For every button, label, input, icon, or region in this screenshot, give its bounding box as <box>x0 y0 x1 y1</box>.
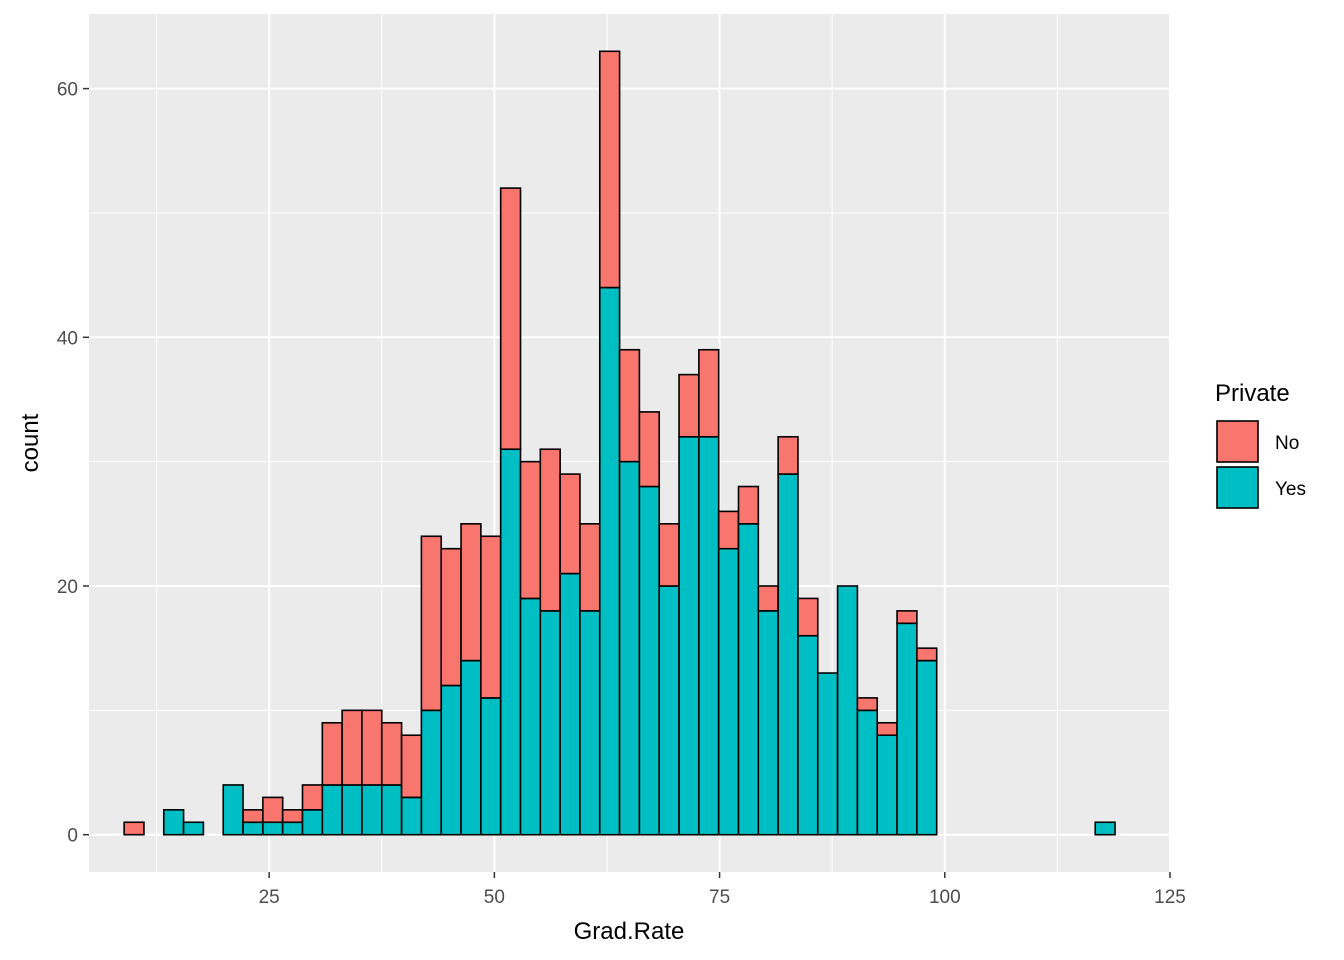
legend-swatch-no <box>1216 420 1259 463</box>
x-tick-label: 100 <box>929 887 961 908</box>
bar-yes <box>519 597 542 836</box>
bar-no <box>559 473 581 575</box>
bar-yes <box>757 610 779 836</box>
bar-yes <box>380 784 403 836</box>
bar-no <box>519 460 542 600</box>
x-tick-label: 125 <box>1154 887 1186 908</box>
bar-yes <box>321 784 343 836</box>
bar-no <box>658 523 680 587</box>
bar-yes <box>816 672 839 836</box>
bar-no <box>440 547 462 687</box>
bar-yes <box>598 286 621 836</box>
x-axis-ticks: 25 50 75 100 125 <box>259 872 1186 908</box>
bar-no <box>737 485 760 525</box>
bar-no <box>579 523 601 612</box>
bar-yes <box>876 734 898 836</box>
y-axis-ticks: 0 20 40 60 <box>57 80 89 847</box>
bar-yes <box>856 709 879 836</box>
bar-no <box>916 647 938 662</box>
bar-no <box>856 697 879 712</box>
legend-label-no: No <box>1275 433 1299 454</box>
bar-yes <box>361 784 383 836</box>
legend-title: Private <box>1215 380 1290 407</box>
bar-yes <box>658 585 680 836</box>
bar-yes <box>480 697 502 836</box>
x-tick-label: 25 <box>259 887 280 908</box>
bar-yes <box>440 684 462 836</box>
bar-yes <box>836 585 859 836</box>
bars <box>123 50 1116 836</box>
bar-no <box>400 734 423 799</box>
bar-yes <box>737 523 760 836</box>
bar-yes <box>281 821 304 836</box>
bar-yes <box>797 634 819 836</box>
bar-yes <box>162 809 185 836</box>
bar-yes <box>182 821 205 836</box>
bar-no <box>321 721 343 786</box>
bar-yes <box>618 460 641 836</box>
bar-yes <box>678 435 700 836</box>
bar-yes <box>579 610 601 836</box>
y-tick-label: 20 <box>57 577 78 598</box>
bar-no <box>797 597 819 637</box>
bar-yes <box>420 709 443 836</box>
bar-no <box>777 435 799 475</box>
x-axis-title: Grad.Rate <box>574 918 685 945</box>
bar-yes <box>916 659 938 836</box>
bar-no <box>123 821 145 836</box>
bar-no <box>460 523 482 662</box>
bar-no <box>598 50 621 289</box>
bar-yes <box>896 622 918 836</box>
bar-no <box>301 784 324 811</box>
bar-yes <box>301 809 324 836</box>
x-tick-label: 75 <box>709 887 730 908</box>
bar-no <box>361 709 383 786</box>
y-tick-label: 40 <box>57 328 78 349</box>
bar-yes <box>262 821 284 836</box>
y-tick-label: 60 <box>57 80 78 101</box>
bar-no <box>242 809 264 824</box>
bar-no <box>757 585 779 612</box>
bar-yes <box>1094 821 1116 836</box>
bar-no <box>698 348 720 438</box>
bar-yes <box>499 448 522 836</box>
bar-yes <box>717 547 740 836</box>
bar-no <box>420 535 443 712</box>
bar-no <box>380 721 403 786</box>
legend-label-yes: Yes <box>1275 479 1306 500</box>
legend: Private No Yes <box>1215 380 1306 509</box>
x-tick-label: 50 <box>484 887 505 908</box>
bar-no <box>539 448 561 612</box>
bar-yes <box>559 572 581 836</box>
bar-no <box>480 535 502 699</box>
bar-no <box>262 796 284 824</box>
bar-yes <box>400 796 423 836</box>
bar-yes <box>242 821 264 836</box>
bar-yes <box>341 784 363 836</box>
legend-swatch-yes <box>1216 466 1259 509</box>
bar-yes <box>222 784 244 836</box>
bar-no <box>896 610 918 625</box>
bar-no <box>638 411 661 488</box>
bar-no <box>499 187 522 451</box>
bar-no <box>876 721 898 737</box>
y-axis-title: count <box>17 413 44 472</box>
bar-yes <box>777 473 799 836</box>
bar-no <box>717 510 740 550</box>
bar-yes <box>638 485 661 836</box>
bar-yes <box>460 659 482 836</box>
bar-yes <box>698 435 720 836</box>
bar-no <box>341 709 363 786</box>
bar-no <box>618 348 641 463</box>
bar-yes <box>539 610 561 836</box>
bar-no <box>678 373 700 438</box>
y-tick-label: 0 <box>67 826 78 847</box>
bar-no <box>281 809 304 824</box>
